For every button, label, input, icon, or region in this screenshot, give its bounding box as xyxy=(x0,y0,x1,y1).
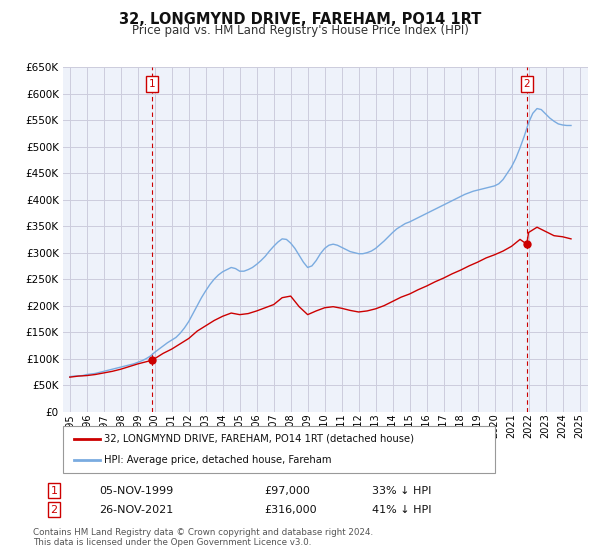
Text: 05-NOV-1999: 05-NOV-1999 xyxy=(99,486,173,496)
Text: 41% ↓ HPI: 41% ↓ HPI xyxy=(372,505,431,515)
Text: 32, LONGMYND DRIVE, FAREHAM, PO14 1RT (detached house): 32, LONGMYND DRIVE, FAREHAM, PO14 1RT (d… xyxy=(104,434,414,444)
Text: 1: 1 xyxy=(149,79,155,89)
Text: 2: 2 xyxy=(524,79,530,89)
Text: 26-NOV-2021: 26-NOV-2021 xyxy=(99,505,173,515)
Text: 1: 1 xyxy=(50,486,58,496)
Text: £97,000: £97,000 xyxy=(264,486,310,496)
Text: 32, LONGMYND DRIVE, FAREHAM, PO14 1RT: 32, LONGMYND DRIVE, FAREHAM, PO14 1RT xyxy=(119,12,481,27)
FancyBboxPatch shape xyxy=(63,426,495,473)
Text: This data is licensed under the Open Government Licence v3.0.: This data is licensed under the Open Gov… xyxy=(33,538,311,547)
Text: 2: 2 xyxy=(50,505,58,515)
Text: Price paid vs. HM Land Registry's House Price Index (HPI): Price paid vs. HM Land Registry's House … xyxy=(131,24,469,36)
Text: 33% ↓ HPI: 33% ↓ HPI xyxy=(372,486,431,496)
Text: HPI: Average price, detached house, Fareham: HPI: Average price, detached house, Fare… xyxy=(104,455,332,465)
Text: Contains HM Land Registry data © Crown copyright and database right 2024.: Contains HM Land Registry data © Crown c… xyxy=(33,528,373,536)
Text: £316,000: £316,000 xyxy=(264,505,317,515)
